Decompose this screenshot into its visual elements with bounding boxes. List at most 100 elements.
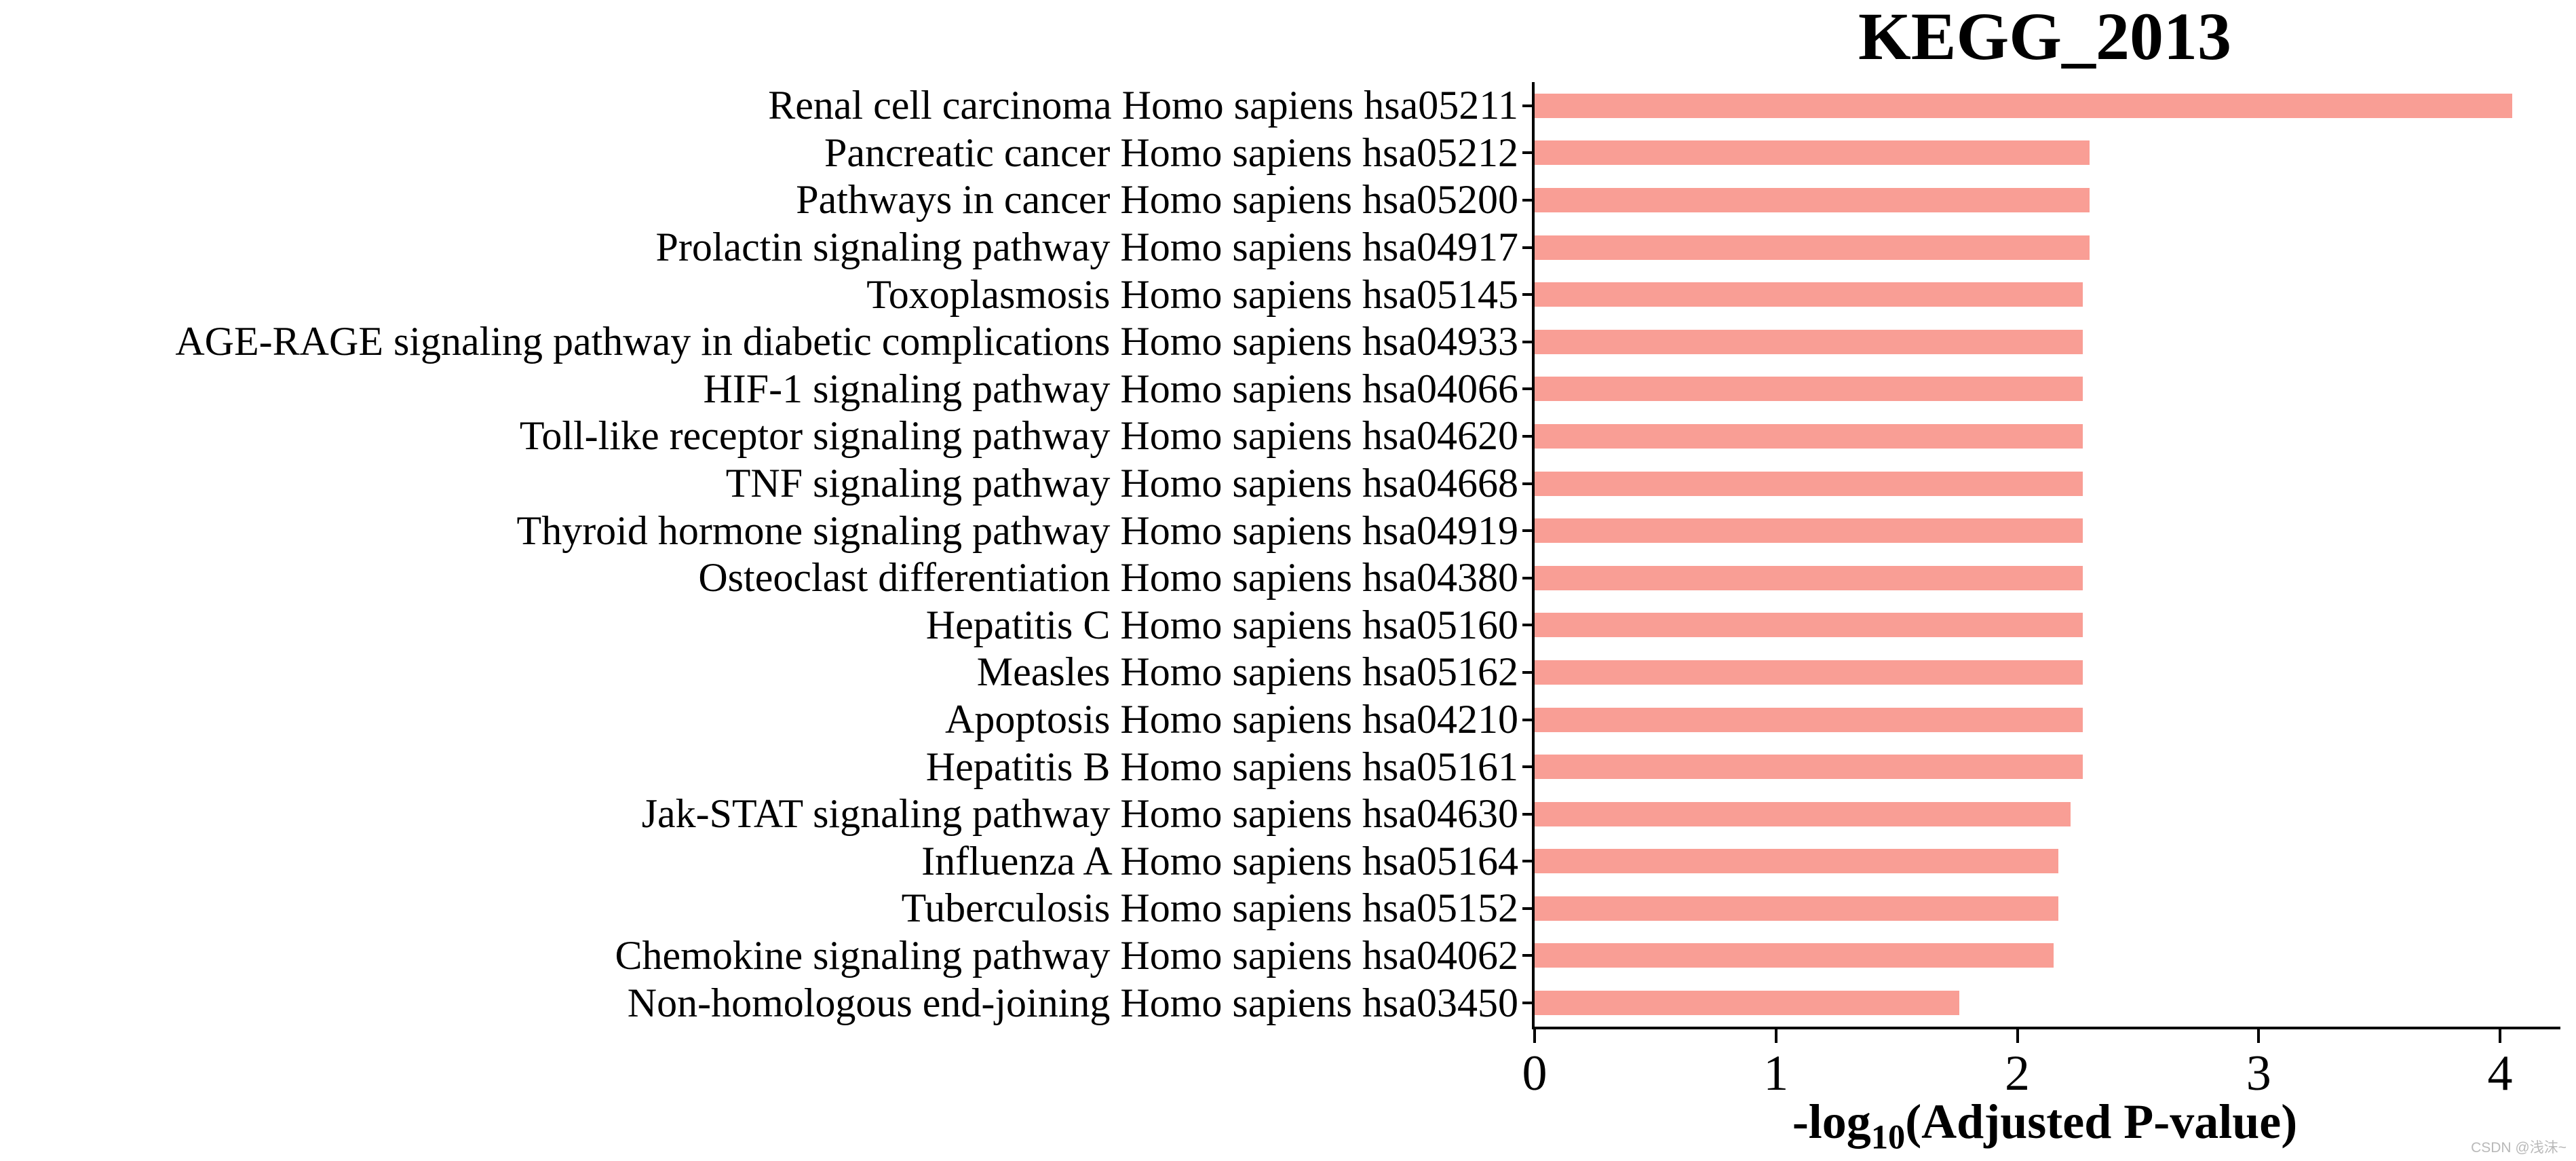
y-axis-tick-mark xyxy=(1522,624,1532,627)
bar xyxy=(1535,93,2512,118)
category-label: Tuberculosis Homo sapiens hsa05152 xyxy=(901,886,1518,931)
y-axis-tick-mark xyxy=(1522,907,1532,910)
x-axis-tick-marks xyxy=(1533,1029,2560,1043)
category-label: Toxoplasmosis Homo sapiens hsa05145 xyxy=(866,271,1518,317)
bar-row xyxy=(1522,602,2560,649)
bar-row xyxy=(1522,554,2560,602)
x-axis-tick-label: 3 xyxy=(2246,1046,2271,1101)
bar-row xyxy=(1522,838,2560,886)
bar-row xyxy=(1522,460,2560,508)
category-label: Non-homologous end-joining Homo sapiens … xyxy=(627,980,1518,1025)
y-axis-tick-mark xyxy=(1522,670,1532,674)
x-axis-title-prefix: -log xyxy=(1792,1095,1871,1149)
bar-row xyxy=(1522,932,2560,980)
y-axis-tick-mark xyxy=(1522,812,1532,816)
x-axis-title-subscript: 10 xyxy=(1870,1118,1906,1156)
bar xyxy=(1535,707,2083,732)
y-axis-tick-mark xyxy=(1522,576,1532,579)
y-axis-tick-mark xyxy=(1522,860,1532,863)
bar-row xyxy=(1522,885,2560,932)
category-label: Apoptosis Homo sapiens hsa04210 xyxy=(945,697,1518,742)
bar-row xyxy=(1522,271,2560,318)
bar-row xyxy=(1522,366,2560,413)
category-label: Renal cell carcinoma Homo sapiens hsa052… xyxy=(768,83,1518,128)
y-axis-tick-mark xyxy=(1522,340,1532,343)
category-label: TNF signaling pathway Homo sapiens hsa04… xyxy=(725,461,1518,506)
bar-row xyxy=(1522,176,2560,224)
bar xyxy=(1535,235,2090,260)
bar-row xyxy=(1522,979,2560,1027)
x-axis-tick-label: 0 xyxy=(1522,1046,1547,1101)
category-label: HIF-1 signaling pathway Homo sapiens hsa… xyxy=(703,366,1518,411)
category-label: Osteoclast differentiation Homo sapiens … xyxy=(698,555,1518,601)
bar xyxy=(1535,329,2083,354)
bar-row xyxy=(1522,507,2560,554)
x-axis-title-suffix: (Adjusted P-value) xyxy=(1905,1095,2298,1149)
bar xyxy=(1535,660,2083,685)
category-label: Toll-like receptor signaling pathway Hom… xyxy=(519,413,1518,459)
category-label: AGE-RAGE signaling pathway in diabetic c… xyxy=(175,319,1518,364)
bar-row xyxy=(1522,130,2560,177)
bar xyxy=(1535,518,2083,544)
bar xyxy=(1535,755,2083,780)
plot-area xyxy=(1522,82,2560,1029)
category-label: Prolactin signaling pathway Homo sapiens… xyxy=(655,225,1518,270)
y-axis-tick-mark xyxy=(1522,529,1532,533)
bar xyxy=(1535,849,2058,874)
x-axis-tick-label: 2 xyxy=(2005,1046,2031,1101)
category-label: Thyroid hormone signaling pathway Homo s… xyxy=(516,508,1518,553)
bar xyxy=(1535,282,2083,307)
bar-row xyxy=(1522,318,2560,366)
y-axis-tick-mark xyxy=(1522,104,1532,107)
x-axis-tick-mark xyxy=(2016,1029,2019,1043)
x-axis-tick-mark xyxy=(2257,1029,2261,1043)
y-axis-tick-mark xyxy=(1522,954,1532,957)
chart-title: KEGG_2013 xyxy=(1858,0,2232,74)
y-axis-category-labels: Renal cell carcinoma Homo sapiens hsa052… xyxy=(0,82,1518,1027)
bar-row xyxy=(1522,649,2560,696)
category-label: Measles Homo sapiens hsa05162 xyxy=(976,649,1518,695)
x-axis-tick-mark xyxy=(1774,1029,1777,1043)
bar xyxy=(1535,471,2083,496)
bar-row xyxy=(1522,224,2560,271)
y-axis-tick-mark xyxy=(1522,151,1532,155)
y-axis-tick-mark xyxy=(1522,482,1532,485)
category-label: Influenza A Homo sapiens hsa05164 xyxy=(921,838,1518,883)
bar-row xyxy=(1522,413,2560,460)
bar xyxy=(1535,801,2071,826)
watermark: CSDN @浅沫~ xyxy=(2471,1140,2567,1156)
y-axis-tick-mark xyxy=(1522,246,1532,249)
category-label: Pathways in cancer Homo sapiens hsa05200 xyxy=(796,177,1518,223)
bar xyxy=(1535,613,2083,638)
category-label: Pancreatic cancer Homo sapiens hsa05212 xyxy=(824,130,1518,175)
bar xyxy=(1535,423,2083,449)
bar-row xyxy=(1522,696,2560,744)
x-axis-tick-mark xyxy=(1533,1029,1536,1043)
bar-row xyxy=(1522,791,2560,838)
bar xyxy=(1535,187,2090,212)
y-axis-tick-mark xyxy=(1522,718,1532,721)
x-axis-tick-label: 1 xyxy=(1763,1046,1789,1101)
bar-row xyxy=(1522,82,2560,130)
y-axis-tick-mark xyxy=(1522,293,1532,297)
bar xyxy=(1535,991,1960,1016)
x-axis-tick-label: 4 xyxy=(2487,1046,2513,1101)
x-axis-tick-labels: 0 1 2 3 4 xyxy=(1522,1045,2560,1106)
x-axis-title: -log10(Adjusted P-value) xyxy=(1532,1094,2558,1154)
bar xyxy=(1535,377,2083,402)
y-axis-tick-mark xyxy=(1522,1002,1532,1005)
bar xyxy=(1535,565,2083,590)
bar xyxy=(1535,140,2090,166)
bar-row xyxy=(1522,743,2560,791)
category-label: Hepatitis B Homo sapiens hsa05161 xyxy=(925,744,1518,789)
y-axis-tick-mark xyxy=(1522,765,1532,769)
x-axis-tick-mark xyxy=(2499,1029,2502,1043)
bar xyxy=(1535,896,2058,921)
category-label: Jak-STAT signaling pathway Homo sapiens … xyxy=(641,791,1518,837)
category-label: Hepatitis C Homo sapiens hsa05160 xyxy=(925,602,1518,647)
category-label: Chemokine signaling pathway Homo sapiens… xyxy=(615,932,1518,978)
y-axis-tick-mark xyxy=(1522,387,1532,391)
y-axis-tick-mark xyxy=(1522,198,1532,202)
bar xyxy=(1535,943,2054,968)
y-axis-tick-mark xyxy=(1522,434,1532,438)
